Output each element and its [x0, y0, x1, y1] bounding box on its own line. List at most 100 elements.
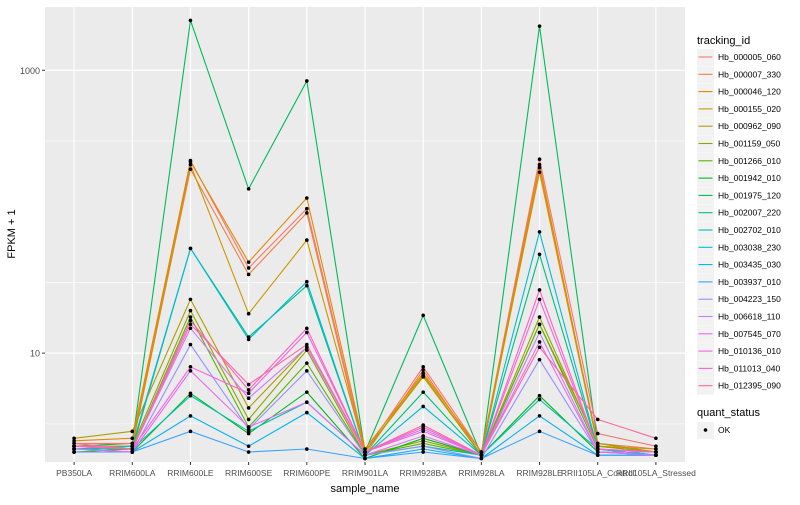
data-point [130, 429, 135, 434]
data-point [305, 279, 309, 284]
x-tick-label: RRIM928LA [458, 468, 505, 478]
data-point [305, 447, 309, 451]
data-point [188, 429, 193, 434]
data-point [479, 456, 484, 461]
legend-label: Hb_001942_010 [718, 173, 781, 183]
legend-label: Hb_003038_230 [718, 242, 781, 252]
legend-label: Hb_001159_050 [718, 139, 781, 149]
x-tick-label: RRIM600PE [283, 468, 331, 478]
data-point [188, 326, 193, 331]
data-point [305, 330, 309, 335]
legend-quant-status-label: OK [718, 425, 731, 435]
data-point [421, 441, 425, 446]
data-point [421, 447, 425, 451]
data-point [188, 167, 193, 171]
y-axis: 10 1000 [20, 66, 45, 359]
data-point [363, 450, 367, 454]
data-point [595, 453, 600, 457]
data-point [72, 450, 76, 454]
y-tick-label: 10 [30, 349, 40, 359]
data-point [246, 382, 251, 387]
data-point [305, 400, 309, 405]
data-point [72, 444, 76, 448]
data-point [595, 444, 600, 448]
data-point [537, 340, 542, 344]
series-points [72, 18, 658, 461]
data-point [537, 315, 542, 319]
data-point [421, 404, 425, 409]
data-point [363, 456, 367, 461]
data-point [305, 326, 309, 331]
data-point [305, 345, 309, 350]
data-point [130, 447, 135, 451]
data-point [305, 342, 309, 347]
data-point [188, 414, 193, 418]
x-tick-label: RRIM928BA [400, 468, 448, 478]
data-point [305, 369, 309, 373]
data-point [188, 308, 193, 313]
data-point [595, 417, 600, 422]
data-point [537, 170, 542, 175]
data-point [188, 318, 193, 323]
data-point [537, 165, 542, 170]
data-point [305, 390, 309, 394]
data-point [246, 391, 251, 396]
legend-quant-status-point [703, 428, 708, 432]
data-point [72, 436, 76, 441]
data-point [537, 357, 542, 362]
legend-label: Hb_010136_010 [718, 346, 781, 356]
legend-quant-status: quant_status OK [697, 407, 760, 439]
data-point [246, 272, 251, 277]
data-point [305, 206, 309, 211]
data-point [421, 375, 425, 379]
x-tick-label: RRIM928LE [516, 468, 563, 478]
y-axis-label: FPKM + 1 [6, 209, 18, 258]
legend-entries: Hb_000005_060 Hb_000007_330 Hb_000046_120 H… [697, 49, 781, 395]
data-point [537, 414, 542, 418]
data-point [595, 431, 600, 436]
data-point [654, 436, 658, 441]
legend-label: Hb_002007_220 [718, 208, 781, 218]
x-tick-label: RRIM600LE [167, 468, 214, 478]
data-point [421, 313, 425, 318]
legend-label: Hb_001266_010 [718, 156, 781, 166]
data-point [537, 393, 542, 398]
data-point [246, 396, 251, 401]
data-point [654, 450, 658, 454]
legend-label: Hb_012395_090 [718, 381, 781, 391]
data-point [421, 368, 425, 372]
data-point [305, 196, 309, 200]
data-point [246, 406, 251, 410]
legend-label: Hb_001975_120 [718, 190, 781, 200]
data-point [537, 345, 542, 350]
legend-label: Hb_000007_330 [718, 69, 781, 79]
grid [45, 7, 685, 462]
data-point [305, 348, 309, 352]
data-point [130, 441, 135, 446]
data-point [537, 297, 542, 302]
legend-label: Hb_000155_020 [718, 104, 781, 114]
legend-label: Hb_004223_150 [718, 294, 781, 304]
data-point [654, 447, 658, 451]
data-point [130, 444, 135, 448]
x-tick-label: RRII105LA_Control [561, 468, 635, 478]
data-point [421, 439, 425, 443]
data-point [188, 342, 193, 347]
data-point [130, 436, 135, 441]
data-point [188, 162, 193, 167]
legend-label: Hb_007545_070 [718, 329, 781, 339]
data-point [188, 297, 193, 302]
data-point [537, 162, 542, 167]
data-point [72, 447, 76, 451]
legend-label: Hb_011013_040 [718, 363, 781, 373]
legend-label: Hb_002702_010 [718, 225, 781, 235]
data-point [305, 410, 309, 415]
legend: tracking_id Hb_000005_060Hb_000007_330Hb… [697, 35, 781, 395]
data-point [305, 238, 309, 242]
data-point [537, 252, 542, 257]
data-point [246, 337, 251, 342]
data-point [130, 450, 135, 454]
data-point [537, 24, 542, 28]
legend-title: tracking_id [697, 35, 750, 47]
